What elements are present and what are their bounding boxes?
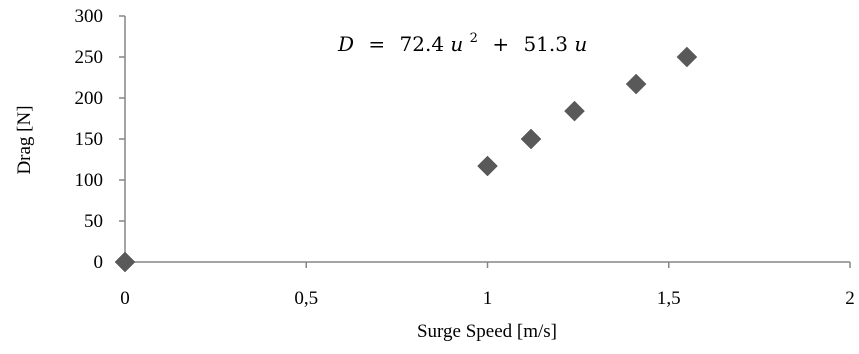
x-tick-labels: 0 0,5 1 1,5 2 (120, 288, 855, 309)
equation-equals: = (368, 32, 385, 56)
y-tick-label: 50 (84, 211, 103, 232)
y-tick-label: 300 (75, 6, 104, 27)
axes (119, 15, 851, 268)
x-tick-label: 1,5 (657, 288, 681, 309)
data-point (520, 128, 542, 150)
y-tick-label: 250 (75, 47, 104, 68)
equation-coef1: 72.4 (400, 32, 445, 56)
equation-exponent: 2 (470, 31, 478, 46)
y-tick-label: 0 (94, 252, 104, 273)
data-point (676, 46, 698, 68)
regression-equation: D = 72.4 u 2 + 51.3 u (337, 23, 587, 56)
equation-coef2: 51.3 (523, 32, 568, 56)
y-axis-title: Drag [N] (14, 105, 35, 174)
y-tick-label: 100 (75, 170, 104, 191)
equation-var2: u (574, 32, 587, 56)
y-tick-label: 150 (75, 129, 104, 150)
y-tick-label: 200 (75, 88, 104, 109)
data-point (625, 73, 647, 95)
equation-lhs: D (337, 32, 354, 56)
equation-plus: + (492, 32, 509, 56)
data-point (477, 155, 498, 177)
equation-var1: u (450, 32, 463, 56)
x-axis-title: Surge Speed [m/s] (417, 321, 557, 342)
y-tick-labels: 0 50 100 150 200 250 300 (75, 6, 104, 273)
x-tick-label: 0,5 (294, 288, 318, 309)
data-point (114, 251, 136, 273)
x-tick-label: 2 (845, 288, 855, 309)
x-tick-label: 0 (120, 288, 130, 309)
x-tick-label: 1 (483, 288, 493, 309)
data-points (114, 46, 698, 273)
data-point (564, 100, 585, 122)
